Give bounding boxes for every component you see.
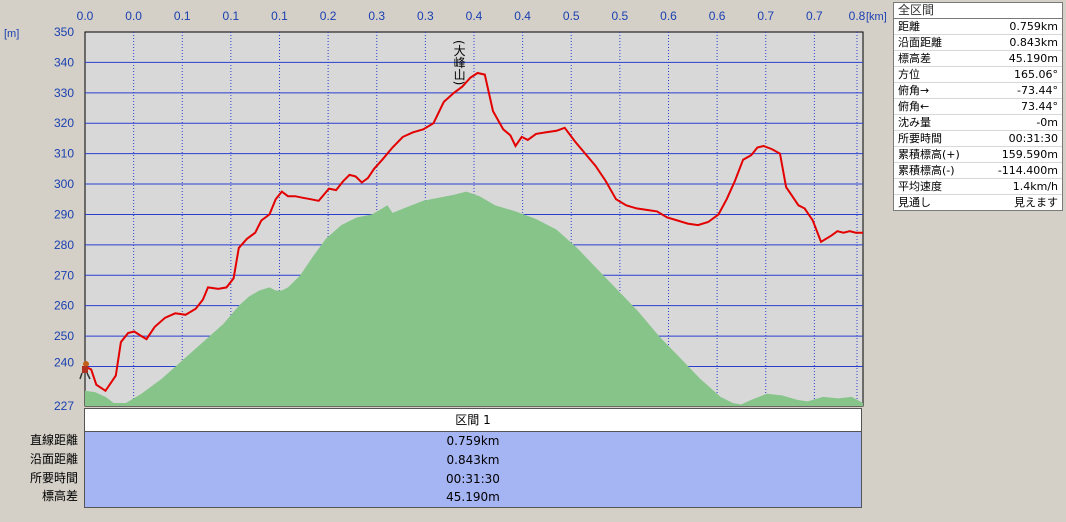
stats-row: 沈み量 -0m <box>894 115 1062 131</box>
hiker-icon <box>79 361 91 380</box>
stats-value: 見えます <box>1014 196 1058 209</box>
y-tick-label: 240 <box>54 355 74 369</box>
label-elevation-difference: 標高差 <box>41 489 78 504</box>
y-unit-label: [m] <box>4 28 19 40</box>
stats-value: 45.190m <box>1008 52 1058 65</box>
x-tick-label: 0.5 <box>612 9 629 23</box>
x-tick-label: 0.3 <box>368 9 385 23</box>
stats-label: 平均速度 <box>898 180 942 193</box>
y-tick-label: 340 <box>54 55 74 69</box>
stats-header: 全区間 <box>894 3 1062 19</box>
x-tick-label: 0.0 <box>125 9 142 23</box>
x-tick-label: 0.8 <box>849 9 866 23</box>
stats-value: 0.759km <box>1009 20 1058 33</box>
stats-value: -0m <box>1036 116 1058 129</box>
x-tick-label: 0.2 <box>320 9 337 23</box>
x-tick-label: 0.1 <box>174 9 191 23</box>
stats-label: 沿面距離 <box>898 36 942 49</box>
y-tick-label: 270 <box>54 268 74 282</box>
segment-row-labels: 直線距離 沿面距離 所要時間 標高差 <box>0 431 78 506</box>
stats-label: 所要時間 <box>898 132 942 145</box>
peak-label: (大峰山) <box>452 40 466 85</box>
stats-row: 標高差 45.190m <box>894 51 1062 67</box>
x-tick-label: 0.5 <box>563 9 580 23</box>
stats-row: 所要時間 00:31:30 <box>894 131 1062 147</box>
value-elevation-difference: 45.190m <box>446 490 500 505</box>
stats-label: 沈み量 <box>898 116 931 129</box>
x-tick-label: 0.1 <box>223 9 240 23</box>
stats-row: 沿面距離 0.843km <box>894 35 1062 51</box>
label-required-time: 所要時間 <box>29 470 78 485</box>
stats-row: 距離 0.759km <box>894 19 1062 35</box>
y-tick-label: 260 <box>54 299 74 313</box>
label-surface-distance: 沿面距離 <box>29 451 78 466</box>
x-tick-label: 0.4 <box>466 9 483 23</box>
y-tick-label: 320 <box>54 116 74 130</box>
stats-label: 距離 <box>898 20 920 33</box>
segment-title[interactable]: 区間 1 <box>85 409 861 432</box>
x-tick-label: 0.3 <box>417 9 434 23</box>
y-tick-label: 250 <box>54 329 74 343</box>
y-tick-label: 227 <box>54 399 74 413</box>
x-tick-label: 0.1 <box>271 9 288 23</box>
stats-row: 平均速度 1.4km/h <box>894 179 1062 195</box>
stats-value: -73.44° <box>1017 84 1058 97</box>
stats-row: 俯角← 73.44° <box>894 99 1062 115</box>
x-tick-label: 0.7 <box>806 9 823 23</box>
x-tick-label: 0.6 <box>660 9 677 23</box>
value-surface-distance: 0.843km <box>446 452 500 467</box>
stats-value: 73.44° <box>1021 100 1058 113</box>
stats-value: 00:31:30 <box>1008 132 1058 145</box>
x-tick-label: 0.6 <box>709 9 726 23</box>
x-tick-label: 0.4 <box>514 9 531 23</box>
stats-row: 累積標高(-) -114.400m <box>894 163 1062 179</box>
stats-value: 0.843km <box>1009 36 1058 49</box>
value-required-time: 00:31:30 <box>446 471 500 486</box>
stats-row: 方位 165.06° <box>894 67 1062 83</box>
stats-row: 見通し 見えます <box>894 195 1062 210</box>
stats-value: -114.400m <box>997 164 1058 177</box>
stats-value: 159.590m <box>1001 148 1058 161</box>
y-tick-label: 350 <box>54 25 74 39</box>
stats-label: 標高差 <box>898 52 931 65</box>
y-tick-label: 300 <box>54 177 74 191</box>
stats-row: 俯角→ -73.44° <box>894 83 1062 99</box>
label-straight-distance: 直線距離 <box>29 433 78 447</box>
stats-label: 累積標高(-) <box>898 164 955 177</box>
stats-row: 累積標高(+) 159.590m <box>894 147 1062 163</box>
stats-panel: 全区間 距離 0.759km 沿面距離 0.843km 標高差 45.190m 方位 165.… <box>893 2 1063 211</box>
stats-label: 方位 <box>898 68 920 81</box>
y-tick-label: 330 <box>54 86 74 100</box>
x-tick-label: 0.0 <box>77 9 94 23</box>
elevation-line <box>84 71 863 393</box>
stats-value: 165.06° <box>1014 68 1058 81</box>
stats-value: 1.4km/h <box>1012 180 1058 193</box>
x-unit-label: [km] <box>866 11 887 23</box>
x-tick-label: 0.7 <box>757 9 774 23</box>
stats-label: 俯角→ <box>898 84 930 97</box>
stats-label: 俯角← <box>898 100 930 113</box>
y-tick-label: 310 <box>54 147 74 161</box>
stats-label: 累積標高(+) <box>898 148 960 161</box>
value-straight-distance: 0.759km <box>446 434 500 448</box>
segment-table: 区間 1 0.759km 0.843km 00:31:30 45.190m <box>84 408 862 508</box>
y-tick-label: 280 <box>54 238 74 252</box>
stats-label: 見通し <box>898 196 931 209</box>
visibility-area <box>85 191 863 406</box>
y-tick-label: 290 <box>54 207 74 221</box>
